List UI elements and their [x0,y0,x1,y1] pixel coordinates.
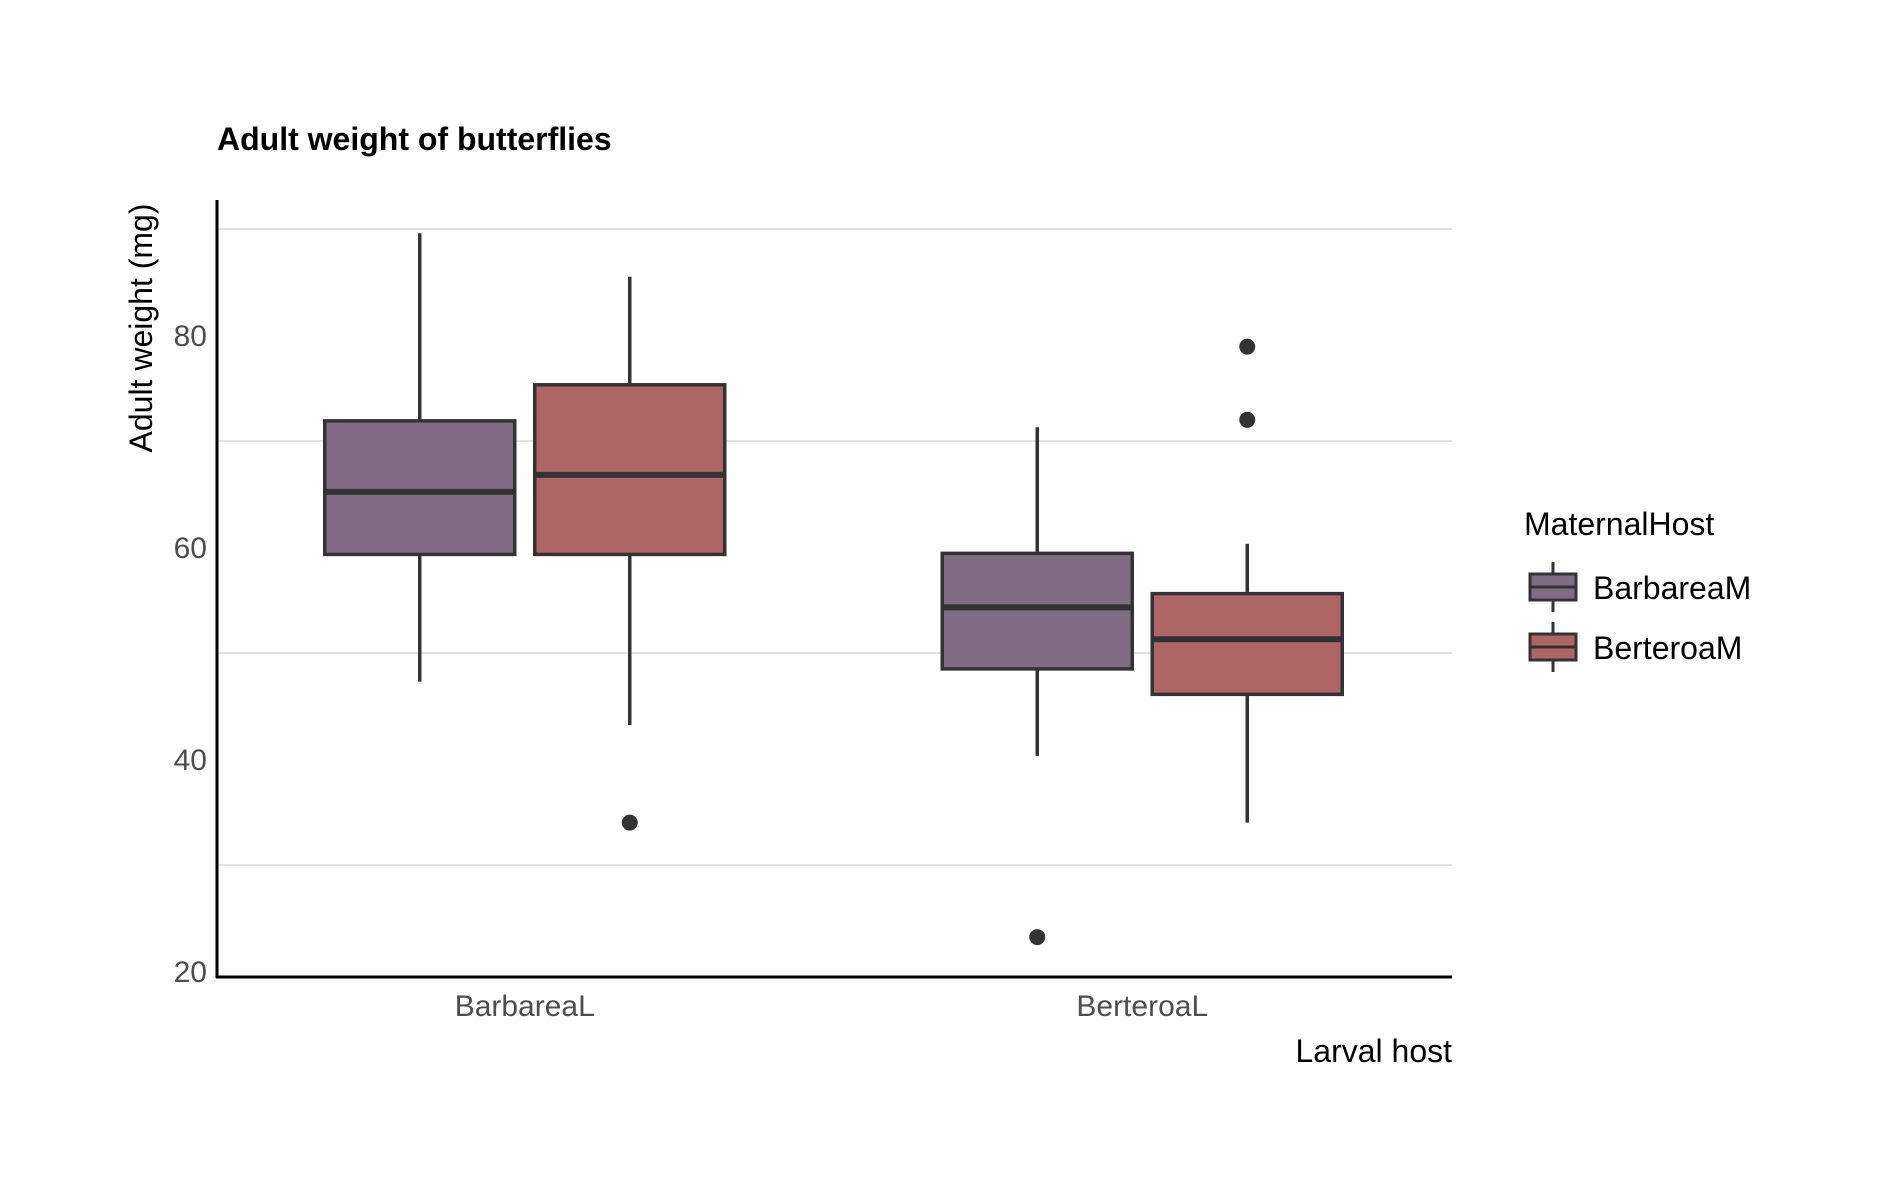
x-axis-title: Larval host [1295,1033,1452,1069]
box-body [1150,591,1344,697]
x-tick-label-1: BerteroaL [1076,990,1208,1023]
box-body [940,551,1134,671]
box-body [323,419,517,557]
y-axis-title: Adult weight (mg) [123,204,159,453]
legend-label-BerteroaM: BerteroaM [1593,630,1742,666]
outlier-point-0 [1029,929,1046,946]
box-BerteroaM-BerteroaL [1150,338,1344,823]
plot-area [323,233,1344,946]
box-BerteroaM-BarbareaL [533,276,727,831]
box-BarbareaM-BerteroaL [940,427,1134,946]
x-tick-label-0: BarbareaL [455,990,595,1023]
legend-item-BerteroaM: BerteroaM [1528,622,1742,672]
box-body [533,383,727,557]
legend-title: MaternalHost [1524,506,1714,542]
legend-item-BarbareaM: BarbareaM [1528,562,1751,612]
y-tick-label-2: 60 [174,532,207,565]
y-axis-ticks: 20 40 60 80 [174,320,207,989]
outlier-point-0 [1239,411,1256,428]
box-BarbareaM-BarbareaL [323,233,517,682]
legend: MaternalHost BarbareaM BerteroaM [1524,506,1751,672]
y-tick-label-0: 20 [174,956,207,989]
outlier-point-0 [621,814,638,831]
x-axis-ticks: BarbareaL BerteroaL [455,990,1208,1023]
y-tick-label-1: 40 [174,744,207,777]
chart-title: Adult weight of butterflies [217,121,612,157]
legend-label-BarbareaM: BarbareaM [1593,570,1751,606]
y-tick-label-3: 80 [174,320,207,353]
outlier-point-1 [1239,338,1256,355]
